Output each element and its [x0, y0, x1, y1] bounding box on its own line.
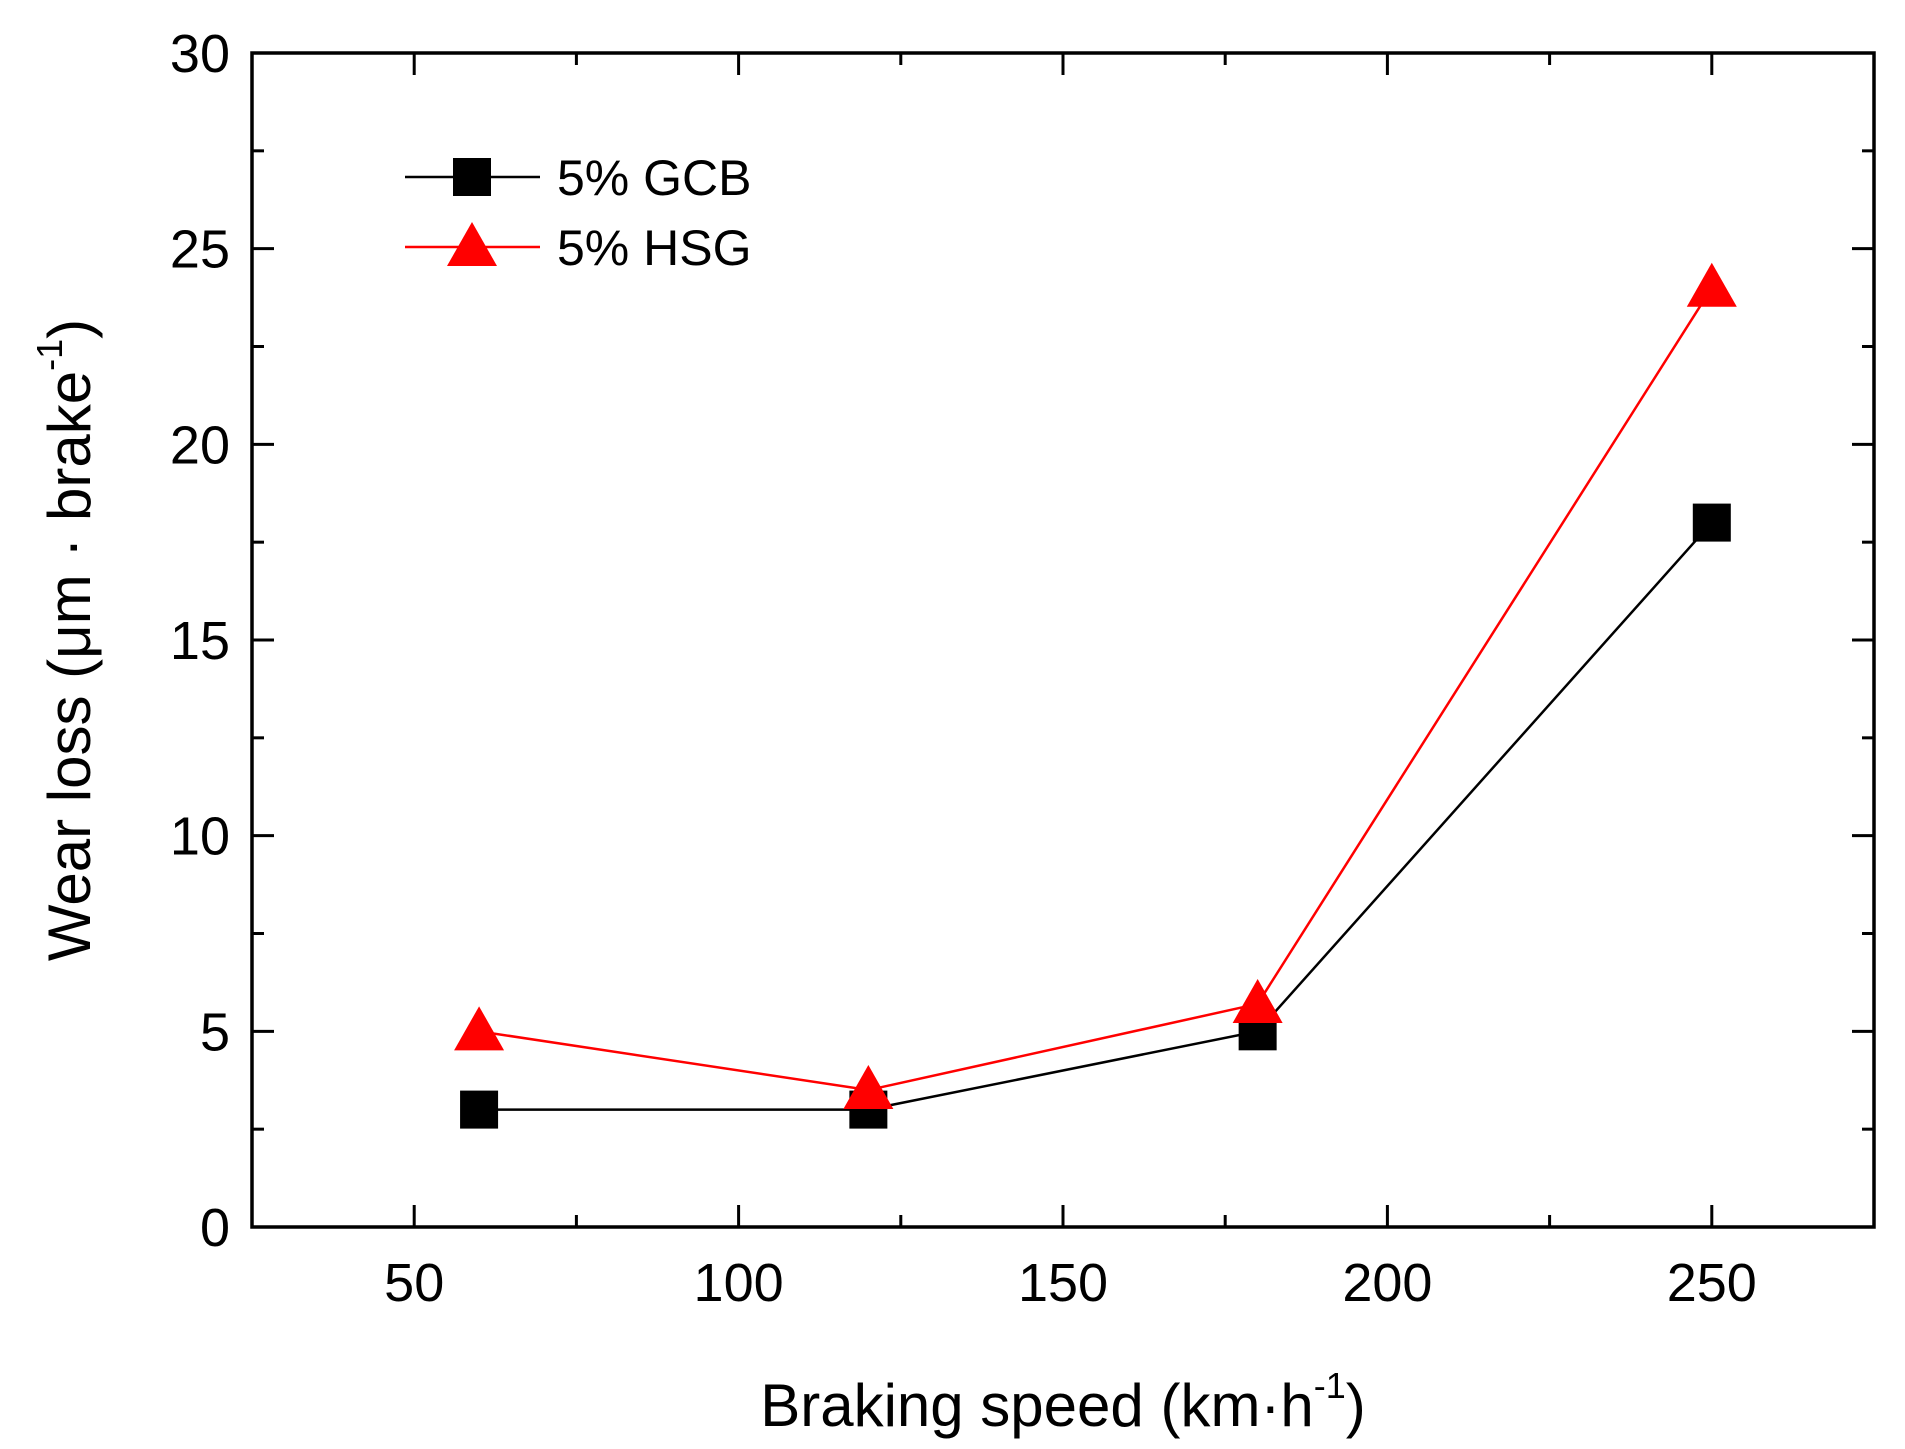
x-tick-label: 150: [1018, 1253, 1108, 1313]
data-point-gcb: [1692, 503, 1731, 542]
data-point-hsg: [1232, 978, 1283, 1023]
x-axis-title-main: Braking speed (km·h: [760, 1372, 1314, 1439]
y-axis-title: Wear loss (μm · brake-1): [29, 319, 103, 961]
x-axis-title: Braking speed (km·h-1): [760, 1365, 1366, 1439]
x-axis-title-superscript: -1: [1314, 1365, 1346, 1406]
data-point-gcb: [460, 1090, 499, 1129]
legend: 5% GCB 5% HSG: [405, 150, 752, 276]
legend-label: 5% GCB: [557, 150, 752, 206]
plot-area-frame: [250, 51, 1876, 1229]
x-tick-label: 200: [1342, 1253, 1432, 1313]
data-point-hsg: [843, 1065, 894, 1110]
legend-marker: [447, 222, 497, 266]
x-tick-label: 50: [384, 1253, 444, 1313]
x-axis-title-end: ): [1346, 1372, 1366, 1439]
data-point-hsg: [454, 1006, 505, 1051]
y-axis-title-end: ): [36, 319, 103, 339]
y-tick-label: 0: [200, 1198, 230, 1258]
series-line-hsg: [478, 287, 1713, 1092]
data-point-hsg: [1686, 262, 1737, 307]
legend-marker: [453, 158, 491, 196]
y-tick-label: 20: [170, 415, 230, 475]
y-axis-title-main: Wear loss (μm · brake: [36, 371, 103, 961]
legend-label: 5% HSG: [557, 220, 752, 276]
x-tick-label: 100: [694, 1253, 784, 1313]
y-tick-label: 30: [170, 24, 230, 84]
y-tick-label: 15: [170, 611, 230, 671]
y-tick-label: 5: [200, 1002, 230, 1062]
y-tick-label: 25: [170, 220, 230, 280]
series-layer: [454, 262, 1737, 1129]
series-line-gcb: [479, 521, 1713, 1111]
x-axis-ticks: 50 100 150 200 250: [384, 53, 1757, 1313]
y-tick-label: 10: [170, 807, 230, 867]
y-axis-ticks: 0 5 10 15 20 25 30: [170, 24, 1874, 1258]
x-tick-label: 250: [1667, 1253, 1757, 1313]
y-axis-title-superscript: -1: [29, 339, 70, 371]
